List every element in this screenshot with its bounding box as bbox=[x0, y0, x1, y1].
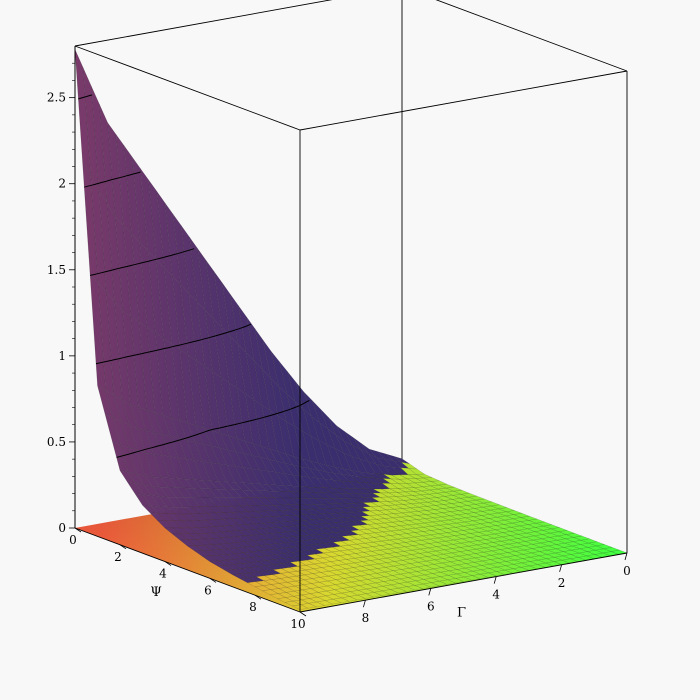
axes: 0 0.5 1 1.5 2 2.5 0 2 4 6 8 10 Ψ 0 2 4 6 8 Γ bbox=[47, 46, 631, 631]
z-tick-label: 2 bbox=[58, 177, 66, 191]
contour-line bbox=[84, 171, 141, 188]
z-tick-label: 0 bbox=[58, 521, 66, 535]
psi-tick bbox=[299, 611, 307, 617]
gamma-tick bbox=[363, 600, 366, 608]
gamma-tick-label: 0 bbox=[623, 564, 631, 578]
psi-tick-label: 2 bbox=[114, 550, 122, 564]
contour-line bbox=[95, 323, 252, 365]
z-tick-label: 1.5 bbox=[47, 263, 66, 277]
psi-tick bbox=[74, 527, 82, 533]
psi-tick bbox=[209, 578, 217, 583]
contour-line bbox=[89, 248, 195, 276]
box-edge-top-right bbox=[435, 0, 628, 72]
gamma-tick bbox=[559, 564, 562, 572]
box-edge-top-front bbox=[299, 70, 628, 131]
contour-line bbox=[116, 399, 310, 458]
gamma-tick bbox=[624, 552, 628, 561]
psi-axis-label: Ψ bbox=[150, 585, 161, 600]
gamma-tick-label: 2 bbox=[558, 576, 566, 590]
psi-tick-label: 10 bbox=[290, 617, 305, 631]
psi-tick-label: 8 bbox=[249, 600, 257, 614]
psi-tick-label: 4 bbox=[159, 567, 167, 581]
psi-tick bbox=[119, 544, 127, 550]
z-tick-label: 2.5 bbox=[47, 91, 66, 105]
psi-tick-label: 0 bbox=[69, 533, 77, 547]
bounding-box-back bbox=[74, 0, 628, 553]
psi-tick bbox=[164, 561, 172, 566]
gamma-axis-line bbox=[299, 552, 628, 613]
z-tick-label: 1 bbox=[58, 349, 66, 363]
gamma-tick-label: 4 bbox=[492, 588, 500, 602]
gamma-tick bbox=[428, 588, 432, 596]
gamma-tick-label: 6 bbox=[427, 599, 435, 613]
contour-line bbox=[78, 94, 93, 100]
gamma-axis-label: Γ bbox=[457, 606, 466, 621]
box-edge-top-back bbox=[74, 0, 333, 47]
psi-tick bbox=[254, 594, 262, 600]
psi-tick-label: 6 bbox=[204, 583, 212, 597]
gamma-tick bbox=[493, 576, 497, 584]
box-edge-top-left bbox=[74, 45, 301, 131]
z-tick-label: 0.5 bbox=[47, 435, 66, 449]
psi-axis-line bbox=[74, 527, 301, 613]
surface bbox=[74, 49, 628, 612]
gamma-tick-label: 8 bbox=[362, 611, 370, 625]
